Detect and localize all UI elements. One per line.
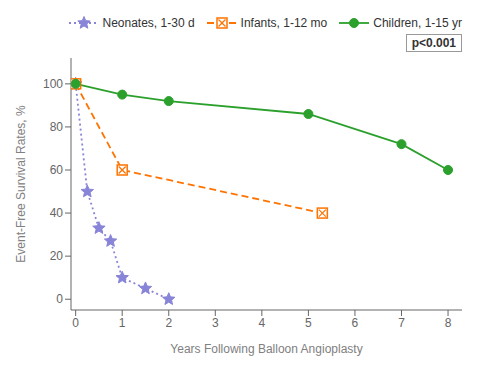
svg-text:80: 80 (50, 120, 64, 134)
svg-text:Years Following Balloon Angiop: Years Following Balloon Angioplasty (170, 342, 362, 356)
svg-text:5: 5 (305, 316, 312, 330)
svg-text:100: 100 (43, 77, 63, 91)
svg-text:2: 2 (165, 316, 172, 330)
svg-text:8: 8 (445, 316, 452, 330)
svg-text:3: 3 (212, 316, 219, 330)
svg-text:6: 6 (352, 316, 359, 330)
svg-text:4: 4 (259, 316, 266, 330)
svg-text:20: 20 (50, 249, 64, 263)
svg-text:60: 60 (50, 163, 64, 177)
svg-text:0: 0 (72, 316, 79, 330)
html-text:p<0.001: p<0.001 (411, 36, 456, 50)
svg-text:1: 1 (119, 316, 126, 330)
html-text:Children, 1-15 yr: Children, 1-15 yr (373, 16, 462, 30)
html-text:Infants, 1-12 mo: Infants, 1-12 mo (240, 16, 328, 30)
svg-text:0: 0 (56, 292, 63, 306)
svg-text:7: 7 (398, 316, 405, 330)
html-text:Neonates, 1-30 d: Neonates, 1-30 d (102, 16, 195, 30)
svg-text:Event-Free Survival Rates, %: Event-Free Survival Rates, % (14, 105, 28, 263)
svg-text:40: 40 (50, 206, 64, 220)
